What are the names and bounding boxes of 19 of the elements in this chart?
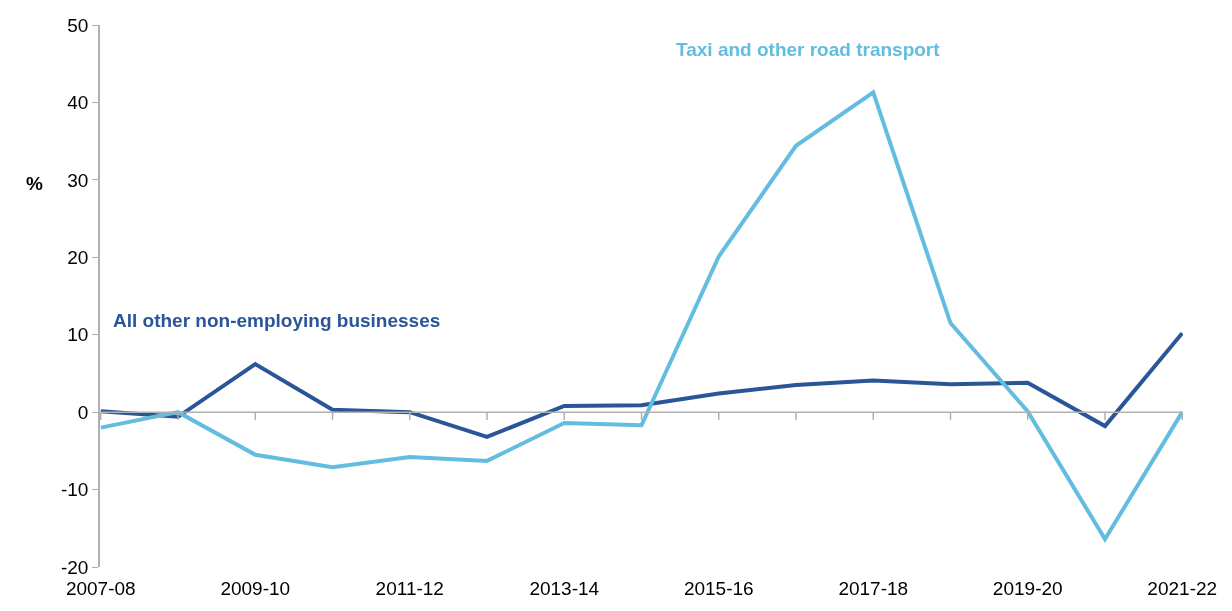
y-tick-label: 50 <box>67 14 89 36</box>
y-tick-label: 40 <box>67 92 89 114</box>
text: Taxi and other road transport <box>676 39 941 60</box>
y-tick-label: -20 <box>60 556 89 578</box>
y-tick-label: -10 <box>60 479 89 501</box>
text: All other non-employing businesses <box>113 310 441 331</box>
y-tick-label: 0 <box>77 401 89 423</box>
y-tick-label: 10 <box>67 324 89 346</box>
y-tick-label: 20 <box>67 246 89 268</box>
x-tick-label: 2013-14 <box>529 578 600 599</box>
x-tick-label: 2015-16 <box>683 578 754 599</box>
x-tick-label: 2019-20 <box>992 578 1063 599</box>
x-tick-label: 2009-10 <box>220 578 291 599</box>
x-tick-label: 2011-12 <box>375 578 444 599</box>
y-tick-label: 30 <box>67 169 89 191</box>
x-tick-label: 2017-18 <box>838 578 909 599</box>
y-axis-title: % <box>26 173 43 194</box>
x-tick-label: 2007-08 <box>65 578 136 599</box>
x-tick-label: 2021-22 <box>1147 578 1218 599</box>
